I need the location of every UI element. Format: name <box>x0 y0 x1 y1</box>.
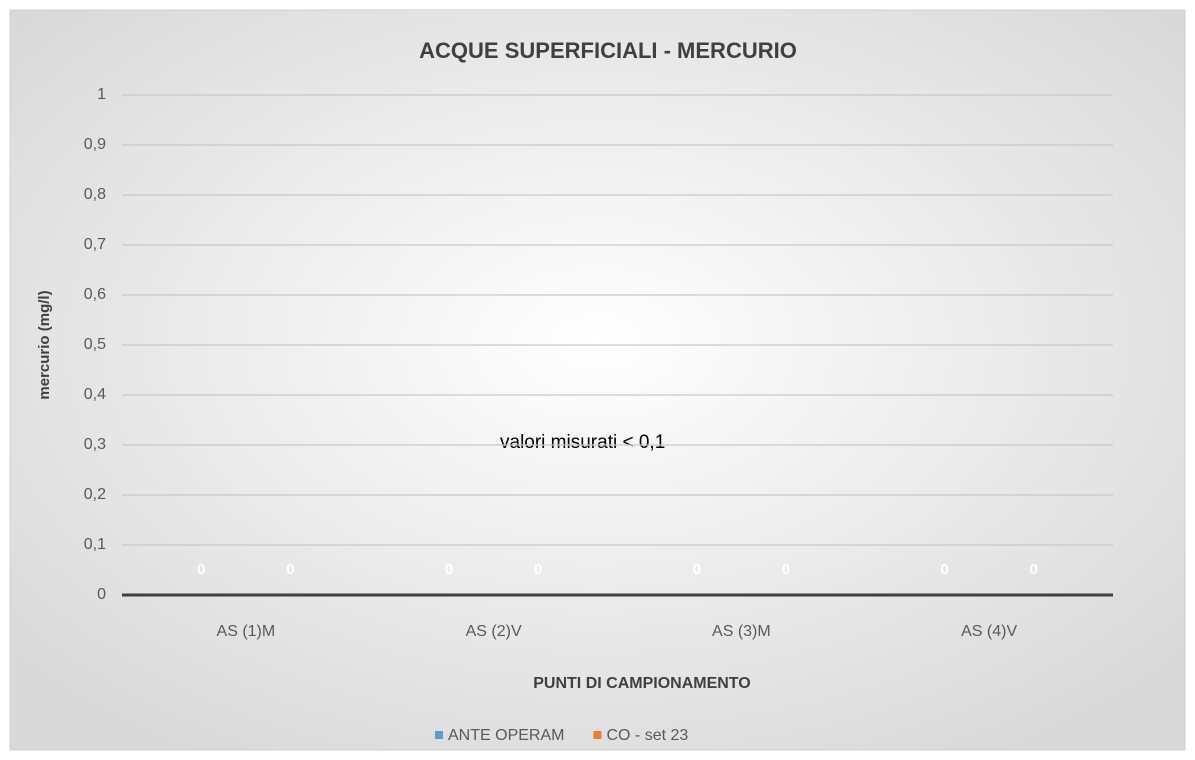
data-label: 0 <box>782 561 790 578</box>
chart-area <box>9 9 1186 751</box>
data-label: 0 <box>693 561 701 578</box>
annotation: valori misurati < 0,1 <box>500 432 665 453</box>
data-label: 0 <box>197 561 205 578</box>
legend-swatch <box>593 731 602 739</box>
y-tick-label: 0,1 <box>84 536 106 553</box>
chart-title: ACQUE SUPERFICIALI - MERCURIO <box>419 38 797 63</box>
y-tick-label: 0,2 <box>84 486 106 503</box>
data-label: 0 <box>445 561 453 578</box>
y-tick-label: 0,4 <box>84 386 106 403</box>
legend-label: ANTE OPERAM <box>448 727 564 744</box>
y-tick-label: 0,6 <box>84 286 106 303</box>
data-label: 0 <box>940 561 948 578</box>
x-tick-label: AS (2)V <box>466 623 522 640</box>
y-tick-label: 0,9 <box>84 136 106 153</box>
y-tick-label: 0,3 <box>84 436 106 453</box>
x-axis-label: PUNTI DI CAMPIONAMENTO <box>533 675 750 692</box>
y-tick-label: 0,7 <box>84 236 106 253</box>
legend-label: CO - set 23 <box>606 727 688 744</box>
data-label: 0 <box>534 561 542 578</box>
x-tick-label: AS (3)M <box>712 623 771 640</box>
data-label: 0 <box>286 561 294 578</box>
x-tick-label: AS (1)M <box>217 623 276 640</box>
data-label: 0 <box>1030 561 1038 578</box>
x-tick-label: AS (4)V <box>961 623 1017 640</box>
y-tick-label: 0,8 <box>84 186 106 203</box>
legend-swatch <box>435 731 443 739</box>
y-axis-label: mercurio (mg/l) <box>36 290 53 399</box>
y-tick-label: 0 <box>97 586 106 603</box>
y-tick-label: 1 <box>97 86 106 103</box>
y-tick-label: 0,5 <box>84 336 106 353</box>
